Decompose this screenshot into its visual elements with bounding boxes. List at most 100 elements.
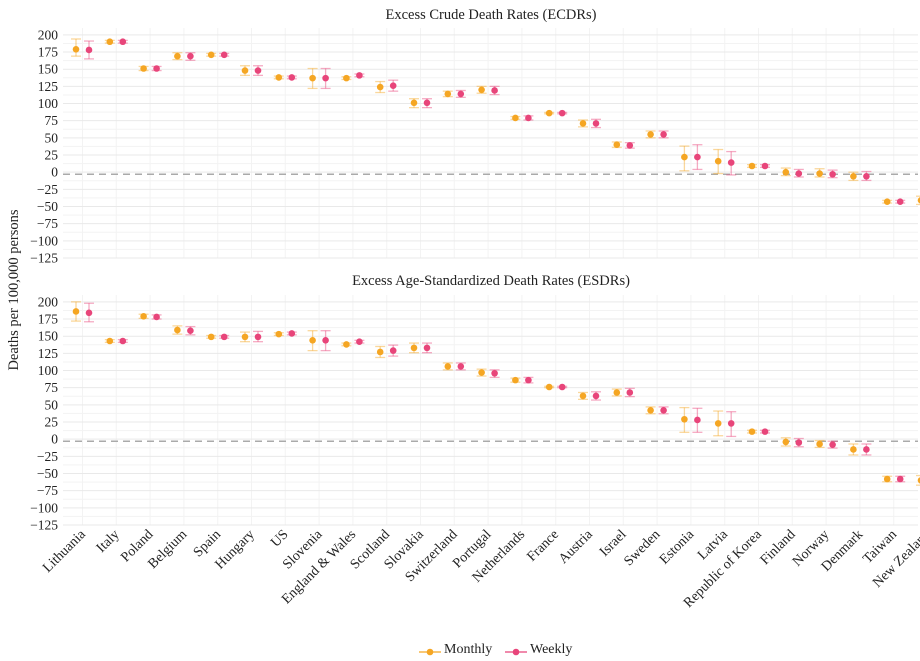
y-tick-label: 75 xyxy=(45,113,59,128)
data-point-monthly xyxy=(681,153,688,161)
data-point-monthly xyxy=(207,333,215,341)
data-point-weekly xyxy=(423,344,431,352)
y-tick-label: 100 xyxy=(38,96,59,111)
data-point-monthly xyxy=(782,168,790,176)
data-point-monthly xyxy=(174,326,181,334)
data-point-weekly xyxy=(288,330,296,337)
data-point-monthly xyxy=(241,67,249,74)
data-point-weekly xyxy=(322,74,329,82)
data-point-weekly xyxy=(119,337,127,345)
x-tick-label: Austria xyxy=(556,527,596,567)
y-tick-label: −100 xyxy=(30,500,58,515)
data-point-weekly xyxy=(761,428,769,435)
y-axis-label: Deaths per 100,000 persons xyxy=(6,209,22,370)
data-point-weekly xyxy=(896,475,904,483)
y-tick-label: −50 xyxy=(37,199,58,214)
data-point-weekly xyxy=(863,446,870,453)
x-tick-label: France xyxy=(524,527,562,565)
data-point-weekly xyxy=(254,333,262,341)
legend: Monthly Weekly xyxy=(419,642,572,657)
panel-esdr: Excess Age-Standardized Death Rates (ESD… xyxy=(30,273,920,533)
y-tick-label: 125 xyxy=(38,79,59,94)
data-point-weekly xyxy=(626,142,634,149)
data-point-monthly xyxy=(816,170,823,177)
data-point-monthly xyxy=(579,120,587,127)
data-point-monthly xyxy=(512,376,519,384)
y-tick-label: 50 xyxy=(45,130,59,145)
data-point-weekly xyxy=(153,313,160,321)
x-tick-label: Sweden xyxy=(621,527,663,569)
data-point-monthly xyxy=(917,197,920,204)
data-point-weekly xyxy=(761,162,769,170)
data-point-weekly xyxy=(660,407,667,414)
data-point-monthly xyxy=(241,333,249,341)
y-tick-label: 175 xyxy=(38,45,59,60)
y-tick-label: 0 xyxy=(51,432,58,447)
error-bar-monthly xyxy=(916,474,920,486)
y-tick-label: 200 xyxy=(38,294,59,309)
data-point-weekly xyxy=(829,441,836,448)
data-point-weekly xyxy=(660,131,667,138)
data-point-monthly xyxy=(613,389,621,396)
data-point-weekly xyxy=(187,327,194,335)
data-point-monthly xyxy=(545,383,553,391)
data-point-monthly xyxy=(478,86,485,94)
data-point-monthly xyxy=(748,428,756,435)
data-point-monthly xyxy=(106,38,114,46)
data-point-weekly xyxy=(694,153,701,161)
legend-swatch-monthly xyxy=(426,648,434,656)
data-point-monthly xyxy=(681,415,688,423)
y-tick-label: 150 xyxy=(38,62,59,77)
data-point-monthly xyxy=(816,440,823,448)
data-point-monthly xyxy=(275,74,283,81)
data-point-monthly xyxy=(410,99,418,107)
legend-label-monthly: Monthly xyxy=(444,642,492,657)
panel-title-ecdr: Excess Crude Death Rates (ECDRs) xyxy=(385,7,596,23)
y-tick-label: −100 xyxy=(30,233,58,248)
panel-title-esdr: Excess Age-Standardized Death Rates (ESD… xyxy=(352,273,630,289)
y-tick-label: 25 xyxy=(45,148,59,163)
data-point-monthly xyxy=(140,65,147,72)
data-point-monthly xyxy=(174,52,181,60)
data-point-weekly xyxy=(592,392,600,400)
data-point-weekly xyxy=(85,46,93,54)
data-point-weekly xyxy=(491,87,498,94)
data-point-weekly xyxy=(829,170,836,178)
y-tick-label: −75 xyxy=(37,216,58,231)
data-point-weekly xyxy=(727,420,735,427)
data-point-weekly xyxy=(457,363,465,370)
data-point-monthly xyxy=(545,109,553,117)
data-point-weekly xyxy=(389,347,397,354)
data-point-monthly xyxy=(343,341,350,348)
data-point-weekly xyxy=(558,109,566,117)
y-tick-label: 0 xyxy=(51,165,58,180)
y-tick-label: −125 xyxy=(30,251,58,266)
panel-ecdr: Excess Crude Death Rates (ECDRs) 200 175 1… xyxy=(30,7,920,266)
data-point-monthly xyxy=(512,114,519,122)
data-point-monthly xyxy=(883,198,891,206)
data-point-monthly xyxy=(444,363,452,370)
y-tick-label: 125 xyxy=(38,346,59,361)
x-tick-label: Italy xyxy=(94,527,123,556)
y-tick-label: −50 xyxy=(37,466,58,481)
data-point-monthly xyxy=(309,74,316,82)
data-point-monthly xyxy=(714,420,722,427)
data-point-weekly xyxy=(220,333,228,341)
x-tick-label: US xyxy=(268,527,291,550)
y-tick-label: 50 xyxy=(45,397,59,412)
y-tick-label: −25 xyxy=(37,449,58,464)
data-point-monthly xyxy=(647,407,654,414)
data-point-monthly xyxy=(850,172,857,180)
data-point-monthly xyxy=(376,348,384,356)
error-bar-monthly xyxy=(916,195,920,206)
data-point-weekly xyxy=(153,65,160,72)
data-point-monthly xyxy=(72,45,80,53)
y-tick-label: −25 xyxy=(37,182,58,197)
data-point-weekly xyxy=(322,337,329,344)
data-point-monthly xyxy=(613,141,621,149)
data-point-weekly xyxy=(356,338,363,345)
data-point-weekly xyxy=(525,114,532,122)
data-point-weekly xyxy=(896,198,904,206)
data-point-weekly xyxy=(795,170,803,177)
